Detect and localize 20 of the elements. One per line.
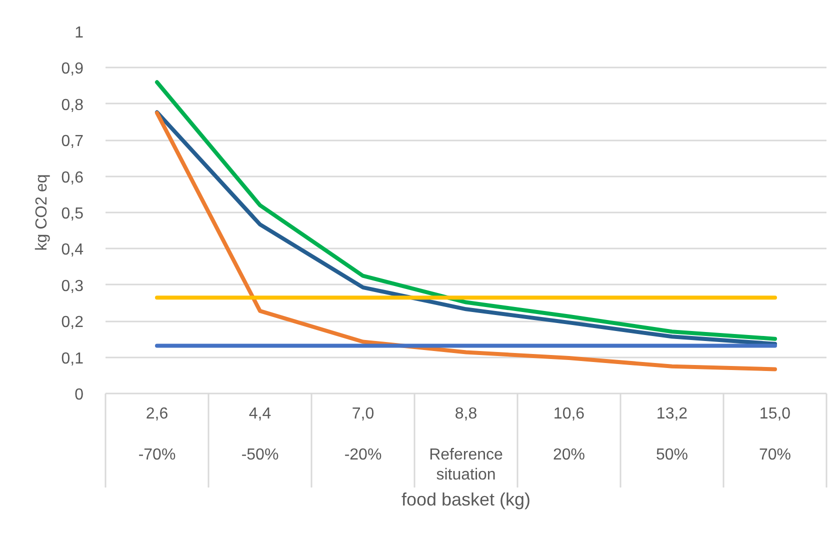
category-label: 7,0 -20% [344,406,382,464]
category-label: 13,2 50% [656,406,688,464]
x-axis-title: food basket (kg) [401,490,531,510]
y-axis-title: kg CO2 eq [33,174,50,251]
category-label: 2,6 -70% [138,406,176,464]
category-label: 15,0 70% [758,406,792,464]
y-tick-label: 0,4 [61,242,84,259]
y-tick-label: 0 [74,386,84,404]
y-tick-label: 0,7 [61,133,84,150]
y-tick-label: 0,1 [61,350,84,368]
y-tick-label: 1 [74,24,84,42]
y-tick-label: 0,9 [61,60,84,78]
y-tick-label: 0,2 [61,314,84,332]
category-label: 4,4 -50% [241,406,279,464]
category-label: 8,8 Reference situation [429,406,503,484]
category-label: 10,6 20% [552,406,586,464]
y-tick-label: 0,8 [61,96,84,114]
y-tick-label: 0,3 [61,278,84,295]
y-tick-label: 0,5 [61,206,84,222]
y-tick-label: 0,6 [61,169,84,186]
